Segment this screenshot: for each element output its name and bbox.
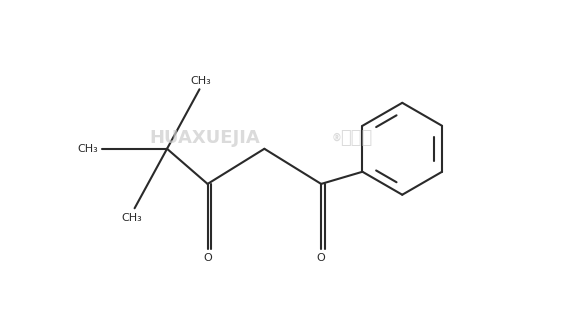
Text: O: O xyxy=(203,253,212,263)
Text: CH₃: CH₃ xyxy=(190,76,211,85)
Text: CH₃: CH₃ xyxy=(77,144,98,154)
Text: O: O xyxy=(317,253,325,263)
Text: 化学加: 化学加 xyxy=(340,129,372,147)
Text: ®: ® xyxy=(332,133,342,143)
Text: HUAXUEJIA: HUAXUEJIA xyxy=(149,129,260,147)
Text: CH₃: CH₃ xyxy=(121,213,142,223)
